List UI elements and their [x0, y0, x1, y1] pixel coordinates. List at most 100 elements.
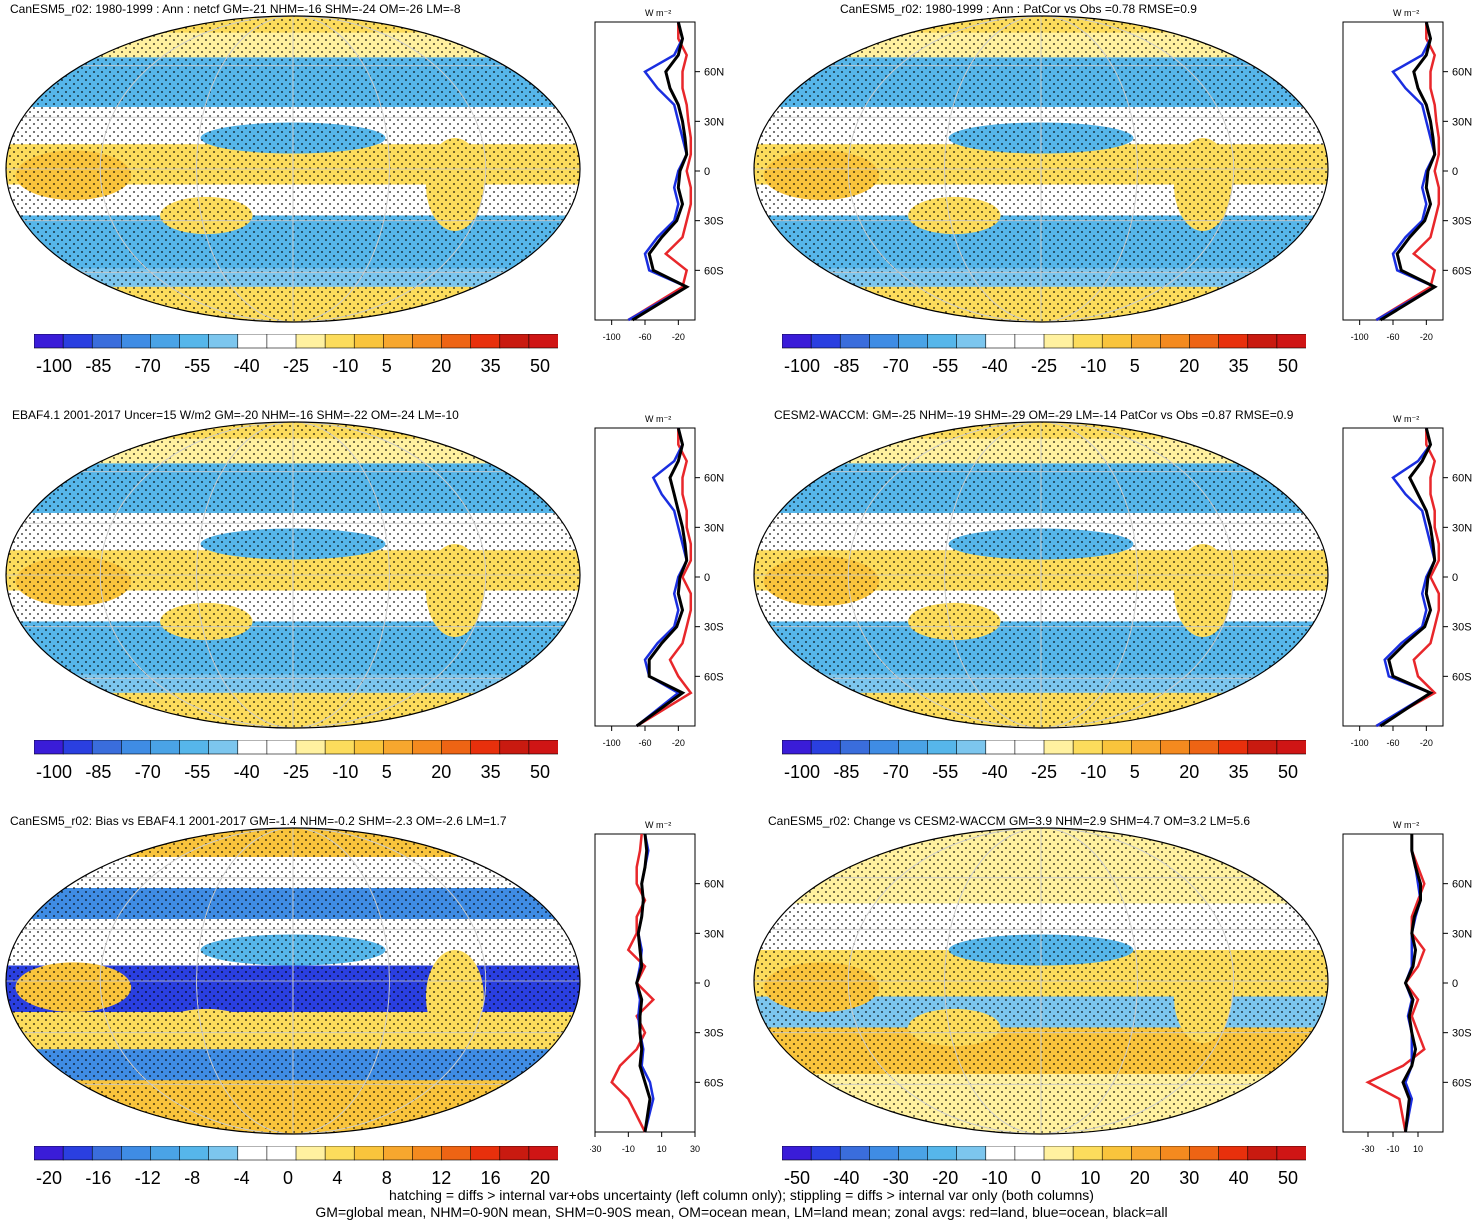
colorbar-swatch: [781, 739, 812, 755]
zonal-unit: W m⁻²: [645, 414, 671, 424]
zonal-ytick-label: 0: [704, 978, 710, 990]
graticule-line: [944, 16, 1138, 322]
colorbar-swatch: [412, 333, 443, 349]
colorbar-label: 16: [480, 1168, 501, 1188]
graticule-line: [99, 422, 487, 728]
colorbar-label: -55: [184, 762, 211, 782]
colorbar-container: [781, 739, 1307, 763]
zonal-container: W m⁻² -100 -60 -20 60N 30N 0 30S 60S: [1338, 2, 1483, 357]
zonal-ytick-label: 60N: [1452, 879, 1472, 891]
colorbar-swatch: [499, 739, 530, 755]
graticule-line: [944, 422, 1138, 728]
colorbar-label: -50: [784, 1168, 811, 1188]
zonal-xtick-label: -60: [1386, 332, 1399, 342]
colorbar-swatch: [927, 739, 958, 755]
colorbar-label: -70: [134, 356, 161, 376]
colorbar-swatch: [237, 1145, 268, 1161]
colorbar-swatch: [956, 1145, 987, 1161]
colorbar-swatch: [383, 333, 414, 349]
colorbar-swatch: [1014, 333, 1045, 349]
colorbar-label: 4: [332, 1168, 343, 1188]
colorbar-swatch: [324, 1145, 355, 1161]
colorbar-label: 35: [480, 356, 501, 376]
colorbar-label: 35: [1228, 356, 1249, 376]
colorbar-swatch: [1218, 739, 1249, 755]
colorbar-swatch: [1043, 1145, 1074, 1161]
colorbar-swatch: [1189, 739, 1220, 755]
zonal-plot: W m⁻² -30 -10 10 30 60N 30N 0 30S 60S: [588, 820, 724, 1154]
colorbar-swatch: [898, 1145, 929, 1161]
zonal-xtick-label: -100: [1351, 332, 1369, 342]
zonal-xtick-label: -100: [603, 332, 621, 342]
zonal-plot: W m⁻² -100 -60 -20 60N 30N 0 30S 60S: [594, 8, 724, 342]
panel-3: EBAF4.1 2001-2017 Uncer=15 W/m2 GM=-20 N…: [0, 406, 740, 811]
zonal-line-all: [631, 21, 690, 322]
colorbar-swatch: [528, 739, 559, 755]
colorbar-label: 20: [1179, 356, 1200, 376]
zonal-ytick-label: 60S: [704, 671, 724, 683]
colorbar-swatch: [150, 739, 181, 755]
zonal-line-all: [635, 833, 652, 1133]
colorbar-label: 50: [1278, 356, 1299, 376]
zonal-ytick-label: 30N: [1452, 116, 1472, 128]
colorbar-swatch: [150, 1145, 181, 1161]
zonal-line-land: [1375, 428, 1441, 728]
zonal-xtick-label: -30: [1361, 1144, 1374, 1154]
colorbar-swatch: [441, 333, 472, 349]
colorbar-label: -55: [932, 356, 959, 376]
colorbar-swatch: [353, 739, 384, 755]
zonal-line-ocean: [1375, 21, 1438, 322]
map-outline: [5, 827, 581, 1135]
colorbar-swatch: [91, 333, 122, 349]
world-map: [5, 421, 581, 729]
colorbar-label: -85: [833, 762, 860, 782]
colorbar-swatch: [1043, 739, 1074, 755]
world-map: [5, 827, 581, 1135]
colorbar-swatch: [1247, 1145, 1278, 1161]
colorbar-swatch: [1218, 1145, 1249, 1161]
panel-title: CanESM5_r02: Bias vs EBAF4.1 2001-2017 G…: [10, 814, 507, 828]
colorbar-swatch: [324, 333, 355, 349]
zonal-container: W m⁻² -100 -60 -20 60N 30N 0 30S 60S: [1338, 408, 1483, 763]
colorbar-label: -40: [233, 762, 260, 782]
zonal-ytick-label: 30N: [1452, 928, 1472, 940]
zonal-plot: W m⁻² -100 -60 -20 60N 30N 0 30S 60S: [594, 414, 724, 748]
colorbar-swatch: [1276, 1145, 1307, 1161]
zonal-plot: W m⁻² -30 -10 10 60N 30N 0 30S 60S: [1342, 820, 1472, 1154]
colorbar-swatch: [956, 333, 987, 349]
zonal-ytick-label: 60N: [704, 67, 724, 79]
colorbar-label: -70: [882, 356, 909, 376]
map-container: [4, 14, 582, 329]
zonal-ytick-label: 30N: [1452, 522, 1472, 534]
zonal-ytick-label: 60N: [1452, 67, 1472, 79]
zonal-line-land: [636, 428, 693, 728]
colorbar-swatch: [1160, 333, 1191, 349]
graticule-line: [847, 16, 1235, 322]
colorbar-label: -100: [36, 356, 73, 376]
colorbar-container: [33, 739, 559, 763]
zonal-ytick-label: 30S: [1452, 216, 1472, 228]
colorbar-label: 50: [530, 762, 551, 782]
colorbar-swatch: [179, 333, 210, 349]
footer-line-1: hatching = diffs > internal var+obs unce…: [389, 1187, 1094, 1203]
colorbar-swatch: [528, 1145, 559, 1161]
zonal-xtick-label: -20: [1420, 332, 1433, 342]
colorbar-swatch: [869, 333, 900, 349]
colorbar-swatch: [266, 739, 297, 755]
colorbar-swatch: [898, 739, 929, 755]
zonal-ytick-label: 30N: [704, 928, 724, 940]
zonal-plot: W m⁻² -100 -60 -20 60N 30N 0 30S 60S: [1342, 414, 1472, 748]
colorbar-swatch: [470, 739, 501, 755]
colorbar-label: -40: [981, 762, 1008, 782]
colorbar: [781, 333, 1307, 349]
map-field: [754, 422, 1328, 728]
colorbar-swatch: [985, 333, 1016, 349]
zonal-container: W m⁻² -30 -10 10 30 60N 30N 0 30S 60S: [588, 814, 740, 1169]
colorbar-swatch: [781, 1145, 812, 1161]
colorbar: [781, 1145, 1307, 1161]
graticule-line: [196, 16, 390, 322]
colorbar-swatch: [295, 1145, 326, 1161]
colorbar-swatch: [208, 739, 239, 755]
colorbar-swatch: [33, 333, 64, 349]
colorbar-swatch: [62, 333, 93, 349]
